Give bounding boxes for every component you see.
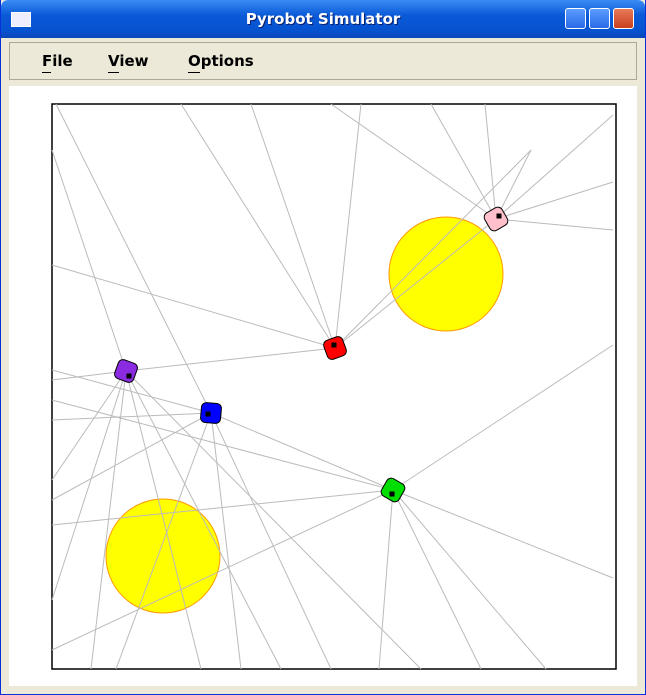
robot-marker xyxy=(390,492,394,496)
robot-marker xyxy=(332,343,336,347)
simulation-view xyxy=(1,0,646,695)
robot-marker xyxy=(206,412,210,416)
light-source xyxy=(389,217,503,331)
robot xyxy=(200,402,222,424)
robot-marker xyxy=(127,374,131,378)
window: Pyrobot Simulator File View Options xyxy=(0,0,646,695)
robot-marker xyxy=(497,214,501,218)
